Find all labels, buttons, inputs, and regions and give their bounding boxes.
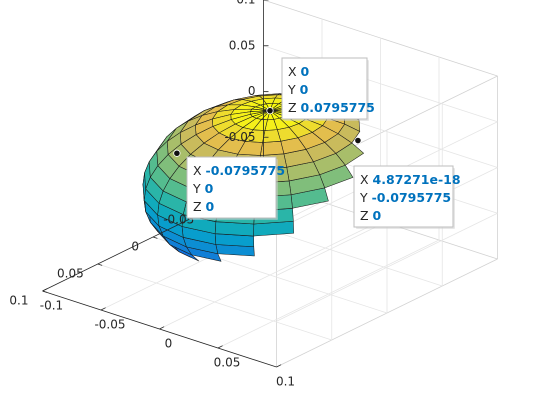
- datatip-box: [281, 57, 368, 120]
- z-tick-label: 0.05: [229, 38, 256, 52]
- x-tick-label: 0.1: [9, 294, 28, 308]
- datatip-row: Y 0: [287, 82, 309, 97]
- y-tick-mark: [42, 288, 48, 292]
- x-tick-label: -0.05: [163, 213, 194, 227]
- datatip-value: 0: [300, 82, 309, 97]
- datatip-marker: [354, 136, 362, 145]
- y-tick-mark: [276, 364, 282, 368]
- surface-patch: [262, 129, 282, 143]
- z-tick-label: 0.1: [236, 0, 255, 7]
- y-tick-label: 0.05: [214, 356, 241, 370]
- grid-line: [97, 263, 332, 341]
- grid-line: [217, 239, 440, 349]
- datatip-axis-label: Y: [359, 190, 372, 205]
- y-tick-label: 0: [165, 337, 173, 351]
- datatip-value: 0: [373, 208, 382, 223]
- datatip-value: 0: [205, 181, 214, 196]
- y-tick-mark: [217, 345, 223, 349]
- datatip-row: X 4.87271e-18: [360, 172, 461, 187]
- datatip-axis-label: X: [288, 64, 301, 79]
- datatip-box: [353, 165, 454, 228]
- datatip-value: 4.87271e-18: [373, 172, 461, 187]
- datatip-marker: [173, 149, 181, 157]
- z-tick-label: -0.05: [224, 130, 255, 144]
- y-tick-label: -0.05: [94, 318, 125, 332]
- x-tick-mark: [42, 290, 48, 293]
- grid-line: [159, 220, 381, 330]
- datatip-axis-label: Z: [193, 199, 206, 214]
- datatip-row: Z 0: [360, 208, 382, 223]
- axis-ticks: -0.1-0.1-0.1-0.05-0.05-0.050000.050.050.…: [9, 0, 295, 389]
- datatip-axis-label: X: [193, 163, 206, 178]
- y-tick-label: -0.1: [40, 299, 63, 313]
- datatip-box: [186, 156, 277, 219]
- y-tick-mark: [100, 307, 106, 311]
- datatip-value: 0: [206, 199, 215, 214]
- datatip-row: Z 0.0795775: [288, 100, 375, 115]
- datatip-marker: [266, 107, 274, 115]
- datatip-axis-label: X: [360, 172, 373, 187]
- datatip-row: Y -0.0795775: [359, 190, 451, 205]
- datatip-row: Y 0: [192, 181, 214, 196]
- datatip-value: -0.0795775: [206, 163, 286, 178]
- y-tick-mark: [159, 326, 165, 330]
- x-tick-mark: [152, 236, 158, 239]
- z-tick-label: 0: [248, 84, 256, 98]
- datatip: X 0Y 0Z 0.0795775: [266, 57, 375, 121]
- datatip-row: X 0: [288, 64, 310, 79]
- y-tick-label: 0.1: [276, 375, 295, 389]
- datatip-value: 0: [301, 64, 310, 79]
- x-tick-label: 0: [131, 240, 139, 254]
- datatip-axis-label: Z: [288, 100, 301, 115]
- surface-patch: [166, 132, 182, 155]
- x-tick-label: 0.05: [57, 267, 84, 281]
- datatip-value: 0.0795775: [301, 100, 375, 115]
- datatip-row: Z 0: [193, 199, 215, 214]
- datatip-axis-label: Z: [360, 208, 373, 223]
- datatip-axis-label: Y: [192, 181, 205, 196]
- datatip-axis-label: Y: [287, 82, 300, 97]
- x-tick-mark: [97, 263, 103, 266]
- datatip-value: -0.0795775: [372, 190, 452, 205]
- datatip-row: X -0.0795775: [193, 163, 285, 178]
